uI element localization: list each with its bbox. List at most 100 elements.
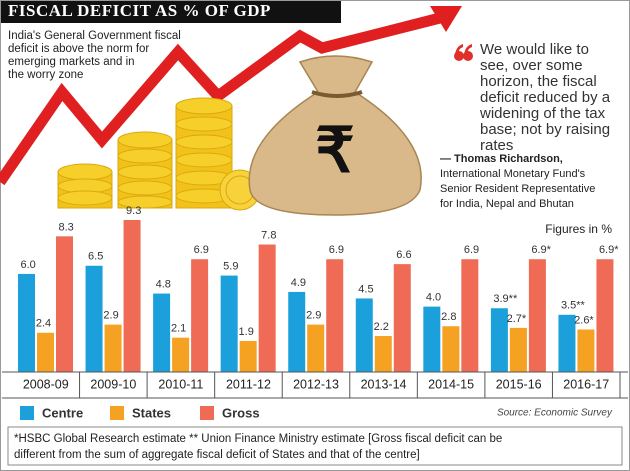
legend-swatch xyxy=(20,406,34,420)
bar xyxy=(442,326,460,372)
trend-arrow xyxy=(0,12,442,186)
x-tick-label: 2016-17 xyxy=(563,377,609,391)
bar xyxy=(577,329,595,372)
value-label: 1.9 xyxy=(239,326,254,338)
x-tick-label: 2009-10 xyxy=(90,377,136,391)
bar xyxy=(37,332,54,372)
bar xyxy=(56,236,73,372)
quote-line: horizon, the fiscal xyxy=(480,73,597,90)
value-label: 7.8 xyxy=(261,229,276,241)
value-label: 3.9** xyxy=(493,293,518,305)
value-label: 6.9 xyxy=(194,244,209,256)
value-label: 8.3 xyxy=(59,221,74,233)
bar xyxy=(326,259,344,372)
intro-text: emerging markets and in xyxy=(8,56,135,68)
intro-text: deficit is above the norm for xyxy=(8,43,149,55)
bar xyxy=(423,306,441,372)
x-tick-label: 2015-16 xyxy=(496,377,542,391)
bar xyxy=(288,291,306,372)
bar xyxy=(393,264,411,372)
bar xyxy=(85,265,103,372)
value-label: 4.5 xyxy=(358,283,373,295)
bar xyxy=(172,337,190,372)
quote-author-role: Senior Resident Representative xyxy=(440,183,595,195)
value-label: 6.9* xyxy=(599,244,619,256)
quote-line: We would like to xyxy=(480,41,589,58)
value-label: 2.9 xyxy=(103,310,118,322)
footnote: different from the sum of aggregate fisc… xyxy=(14,449,420,461)
value-label: 6.6 xyxy=(396,249,411,261)
intro-text: the worry zone xyxy=(8,69,83,81)
value-label: 3.5** xyxy=(561,300,586,312)
value-label: 2.7* xyxy=(507,313,527,325)
value-label: 5.9 xyxy=(223,260,238,272)
quote-author-role: International Monetary Fund's xyxy=(440,168,586,180)
bar xyxy=(18,273,35,372)
bar xyxy=(191,259,209,372)
value-label: 6.9 xyxy=(329,244,344,256)
bar xyxy=(153,293,171,372)
x-tick-label: 2012-13 xyxy=(293,377,339,391)
quote-author-role: for India, Nepal and Bhutan xyxy=(440,198,574,210)
value-label: 2.9 xyxy=(306,310,321,322)
quote-author: — Thomas Richardson, xyxy=(440,153,563,165)
footnote: *HSBC Global Research estimate ** Union … xyxy=(14,433,502,445)
legend-swatch xyxy=(200,406,214,420)
value-label: 2.8 xyxy=(441,311,456,323)
bar xyxy=(355,298,373,372)
x-tick-label: 2013-14 xyxy=(361,377,407,391)
quote-line: rates xyxy=(480,137,513,154)
footnote-box xyxy=(7,426,623,466)
units-note: Figures in % xyxy=(545,222,612,236)
value-label: 6.0 xyxy=(21,259,36,271)
bar xyxy=(374,336,392,372)
title-bar xyxy=(1,1,341,23)
quote-line: base; not by raising xyxy=(480,121,610,138)
bar xyxy=(509,327,527,372)
bar xyxy=(123,220,141,372)
value-label: 2.4 xyxy=(36,318,51,330)
intro-text: India's General Government fiscal xyxy=(8,30,181,42)
source: Source: Economic Survey xyxy=(497,408,613,419)
value-label: 4.8 xyxy=(156,278,171,290)
legend-swatch xyxy=(110,406,124,420)
plot: 2008-09 6.0 2.4 8.3 2009-10 6.5 2.9 9.3 2010-11 4… xyxy=(2,205,628,420)
bar xyxy=(307,324,325,372)
value-label: 2.1 xyxy=(171,323,186,335)
bar xyxy=(461,259,479,372)
value-label: 4.9 xyxy=(291,277,306,289)
value-label: 2.6* xyxy=(574,314,594,326)
legend-label: Gross xyxy=(222,405,260,420)
bar xyxy=(596,259,614,372)
bar xyxy=(558,314,576,372)
value-label: 6.9* xyxy=(531,244,551,256)
chart-title: FISCAL DEFICIT AS % OF GDP xyxy=(8,1,271,20)
money-bag: ₹ xyxy=(248,55,422,216)
quote-mark xyxy=(454,44,473,61)
x-tick-label: 2010-11 xyxy=(158,377,203,391)
value-label: 2.2 xyxy=(374,321,389,333)
value-label: 9.3 xyxy=(126,205,141,217)
x-tick-label: 2011-12 xyxy=(226,377,271,391)
bar xyxy=(258,244,276,372)
value-label: 4.0 xyxy=(426,292,441,304)
bar xyxy=(220,275,238,372)
arrow-head xyxy=(430,6,462,32)
value-label: 6.5 xyxy=(88,251,103,263)
legend-label: Centre xyxy=(42,405,83,420)
x-tick-label: 2008-09 xyxy=(23,377,69,391)
rupee-symbol: ₹ xyxy=(315,116,354,185)
coins xyxy=(57,97,261,211)
x-tick-label: 2014-15 xyxy=(428,377,474,391)
quote-line: widening of the tax xyxy=(479,105,606,122)
quote-line: see, over some xyxy=(480,57,583,74)
bar xyxy=(239,340,257,372)
bar xyxy=(528,259,546,372)
legend-label: States xyxy=(132,405,171,420)
quote-line: deficit reduced by a xyxy=(480,89,611,106)
bar xyxy=(104,324,122,372)
bar xyxy=(490,308,508,372)
value-label: 6.9 xyxy=(464,244,479,256)
